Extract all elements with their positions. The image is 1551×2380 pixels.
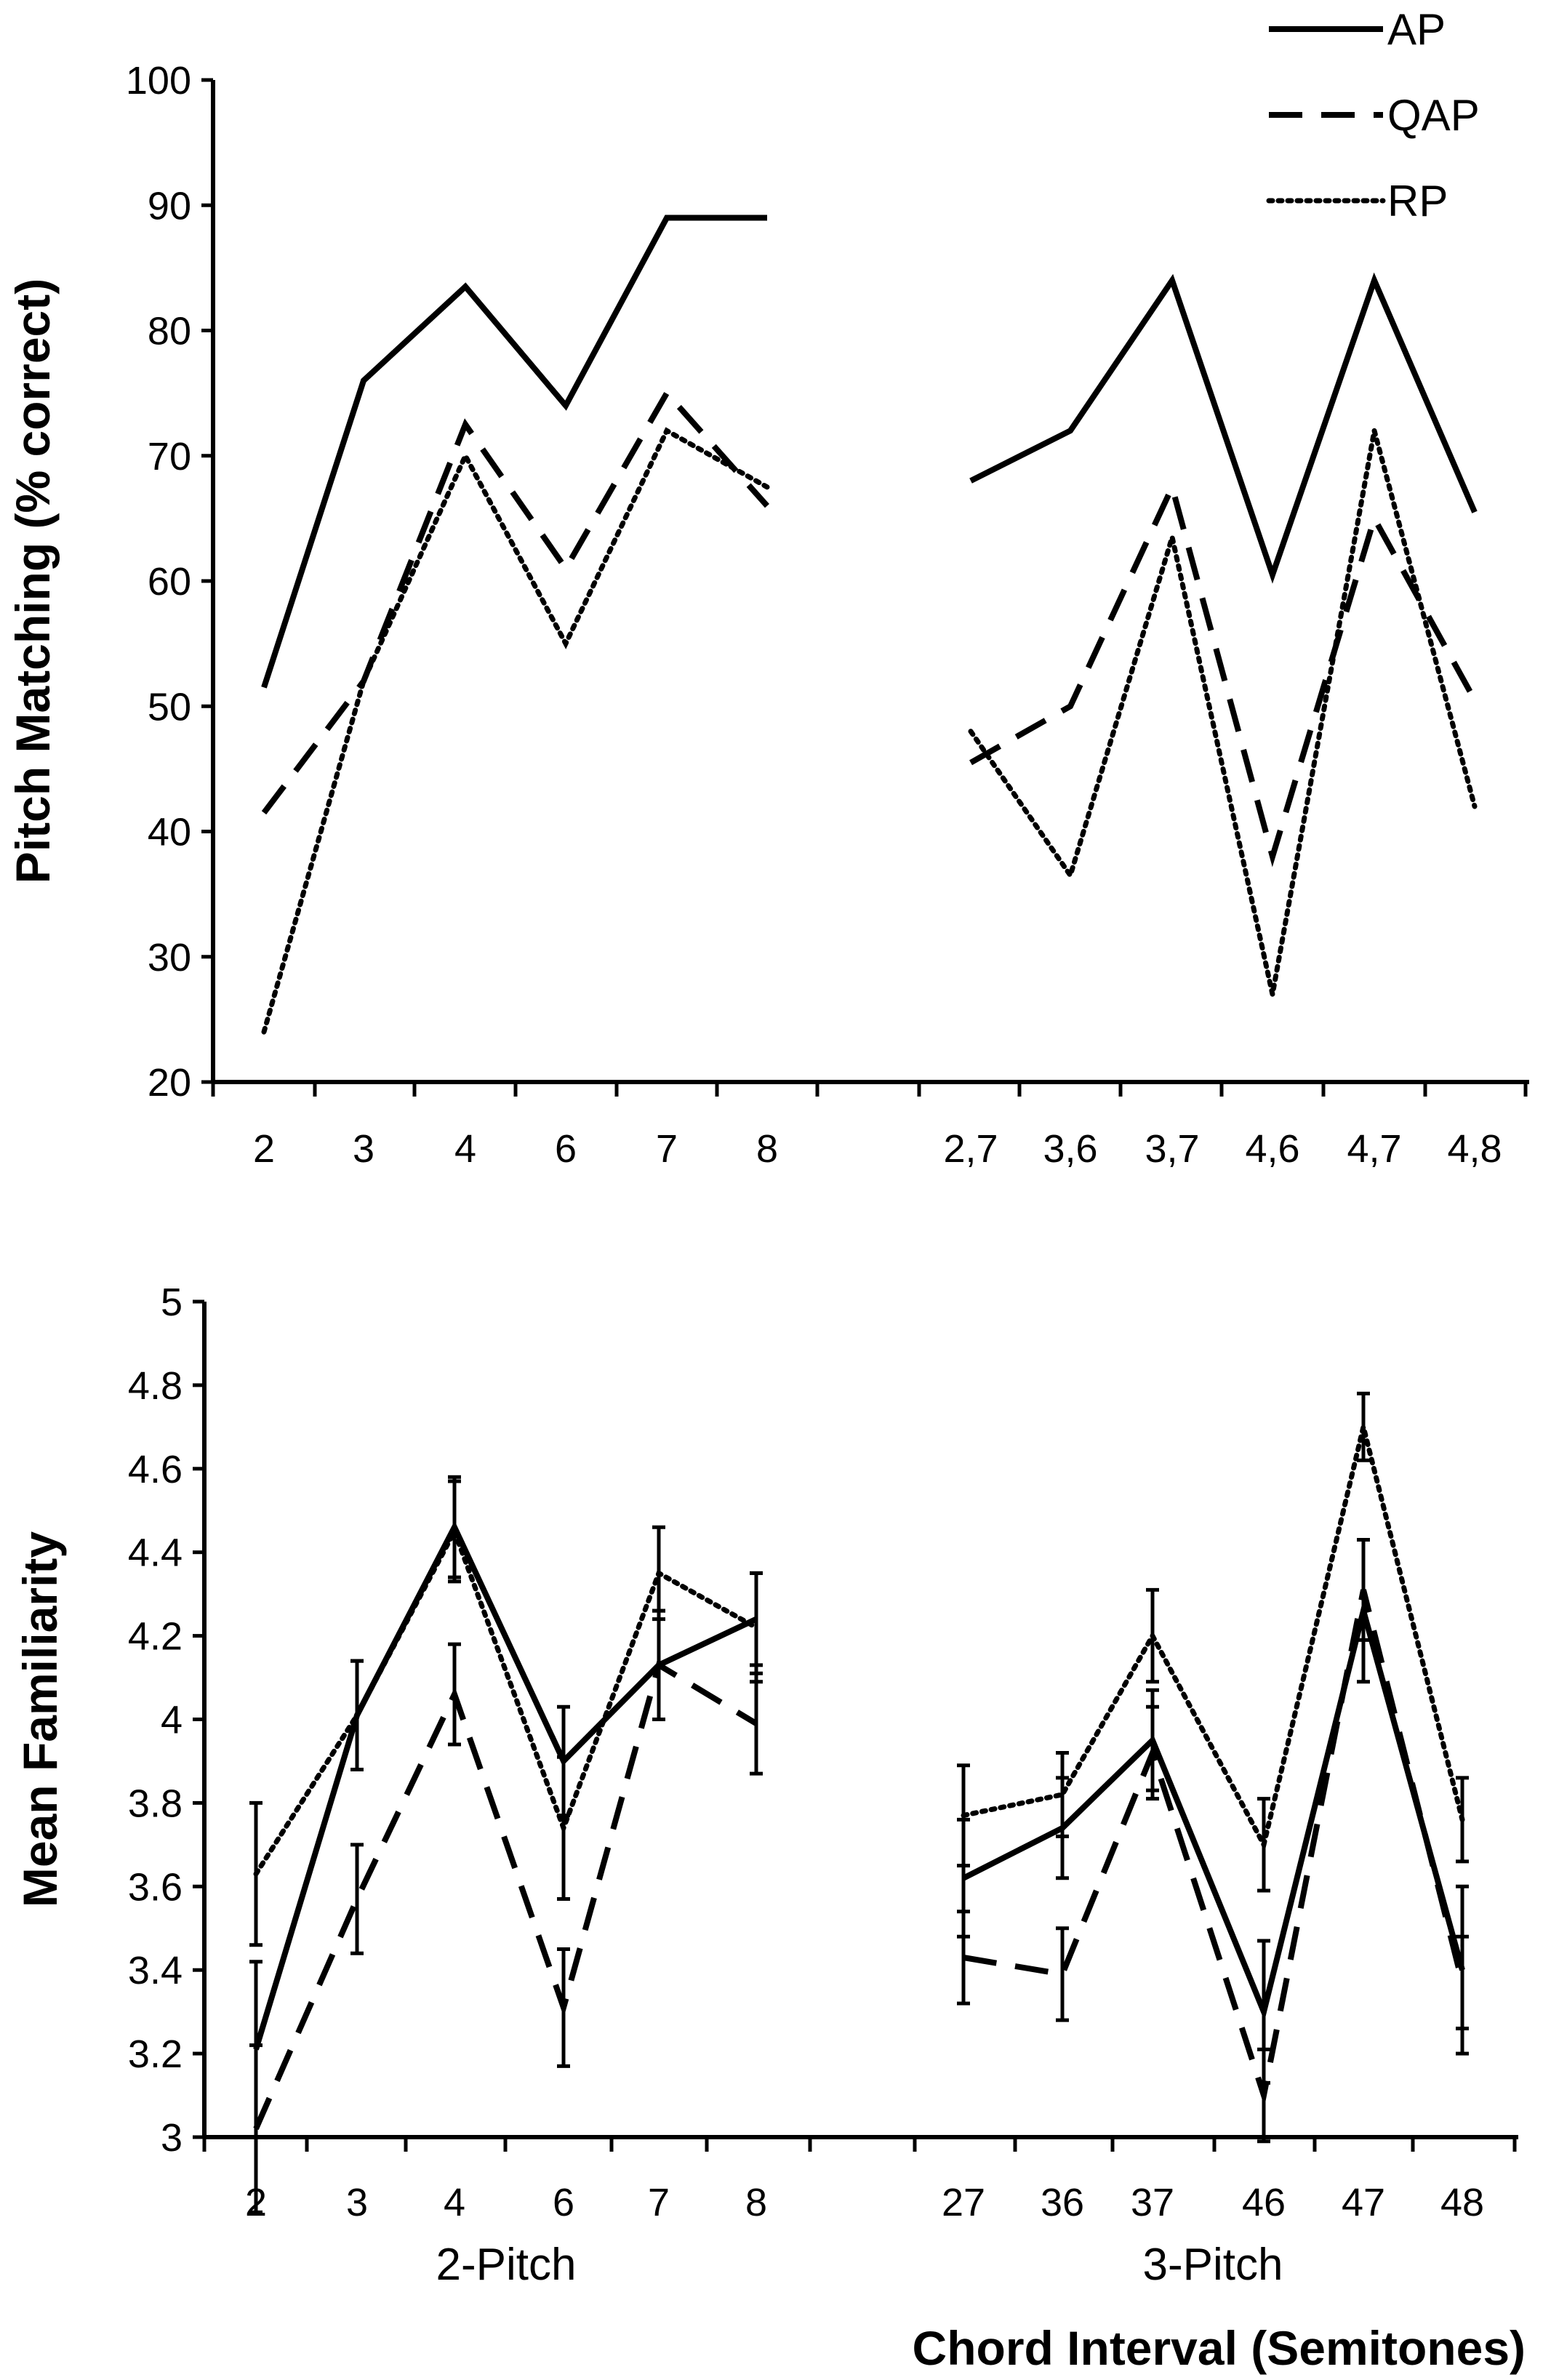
y-tick-label: 60 [148, 560, 191, 604]
x-tick-label: 2 [245, 2181, 267, 2224]
y-tick-label: 20 [148, 1061, 191, 1105]
x-tick-label: 36 [1041, 2181, 1084, 2224]
x-tick-label: 3,6 [1043, 1127, 1097, 1171]
y-tick-label: 3.6 [128, 1865, 183, 1909]
x-tick-label: 47 [1342, 2181, 1385, 2224]
y-tick-label: 80 [148, 310, 191, 353]
x-tick-label: 46 [1242, 2181, 1286, 2224]
series-line-rp [968, 430, 1478, 995]
x-tick-label: 3 [346, 2181, 368, 2224]
x-axis-title: Chord Interval (Semitones) [913, 2321, 1526, 2375]
series-line-ap [253, 1520, 758, 2051]
series-line-qap [963, 1589, 1465, 2107]
y-tick-label: 4.6 [128, 1448, 183, 1491]
group-label: 3-Pitch [1143, 2240, 1283, 2290]
x-tick-label: 4,7 [1347, 1127, 1401, 1171]
text-layer: 20 30 40 50 60 70 80 90 100 Pitch Matching (% cor… [6, 59, 1526, 2375]
series-line-ap [962, 1599, 1465, 2022]
x-tick-label: 6 [553, 2181, 574, 2224]
axes-layer [193, 78, 1529, 2152]
series-line-rp [253, 1525, 759, 1877]
x-tick-label: 37 [1131, 2181, 1174, 2224]
series-line-qap [261, 388, 769, 815]
y-tick-label: 5 [161, 1281, 183, 1324]
y-tick-label: 100 [126, 59, 191, 103]
y-tick-label: 4.4 [128, 1531, 183, 1575]
group-label: 2-Pitch [436, 2240, 577, 2290]
y-tick-label: 40 [148, 811, 191, 854]
series-layer [249, 215, 1478, 2214]
series-line-rp [261, 427, 770, 1035]
series-line-ap [261, 215, 767, 689]
legend-label-rp: RP [1387, 177, 1448, 225]
x-tick-label: 8 [745, 2181, 767, 2224]
x-tick-label: 2 [253, 1127, 275, 1171]
y-tick-label: 3.4 [128, 1949, 183, 1992]
x-tick-label: 7 [656, 1127, 678, 1171]
x-tick-label: 2,7 [943, 1127, 998, 1171]
y-axis-title: Pitch Matching (% correct) [6, 279, 60, 884]
series-line-qap [969, 478, 1478, 868]
x-tick-label: 3,7 [1145, 1127, 1199, 1171]
x-tick-label: 4,6 [1245, 1127, 1299, 1171]
y-tick-label: 30 [148, 936, 191, 979]
x-tick-label: 48 [1440, 2181, 1484, 2224]
x-tick-label: 4 [444, 2181, 465, 2224]
x-tick-label: 4 [454, 1127, 476, 1171]
y-tick-label: 3.2 [128, 2032, 183, 2076]
y-tick-label: 90 [148, 184, 191, 228]
y-tick-label: 4.2 [128, 1615, 183, 1659]
x-tick-label: 6 [555, 1127, 577, 1171]
legend-label-qap: QAP [1387, 91, 1480, 140]
y-tick-label: 3.8 [128, 1782, 183, 1825]
x-tick-label: 4,8 [1447, 1127, 1502, 1171]
y-tick-label: 4 [161, 1699, 183, 1742]
series-line-qap [253, 1660, 758, 2131]
y-tick-label: 50 [148, 685, 191, 729]
x-tick-label: 7 [648, 2181, 670, 2224]
y-tick-label: 70 [148, 435, 191, 478]
y-tick-label: 4.8 [128, 1364, 183, 1408]
x-tick-label: 3 [353, 1127, 374, 1171]
x-tick-label: 27 [942, 2181, 985, 2224]
legend-label-ap: AP [1387, 5, 1446, 54]
y-axis-title: Mean Familiarity [13, 1531, 67, 1907]
series-line-rp [961, 1426, 1465, 1852]
y-tick-label: 3 [161, 2116, 183, 2160]
legend: AP QAP RP [1266, 5, 1480, 225]
x-tick-label: 8 [756, 1127, 778, 1171]
series-line-ap [969, 272, 1478, 584]
